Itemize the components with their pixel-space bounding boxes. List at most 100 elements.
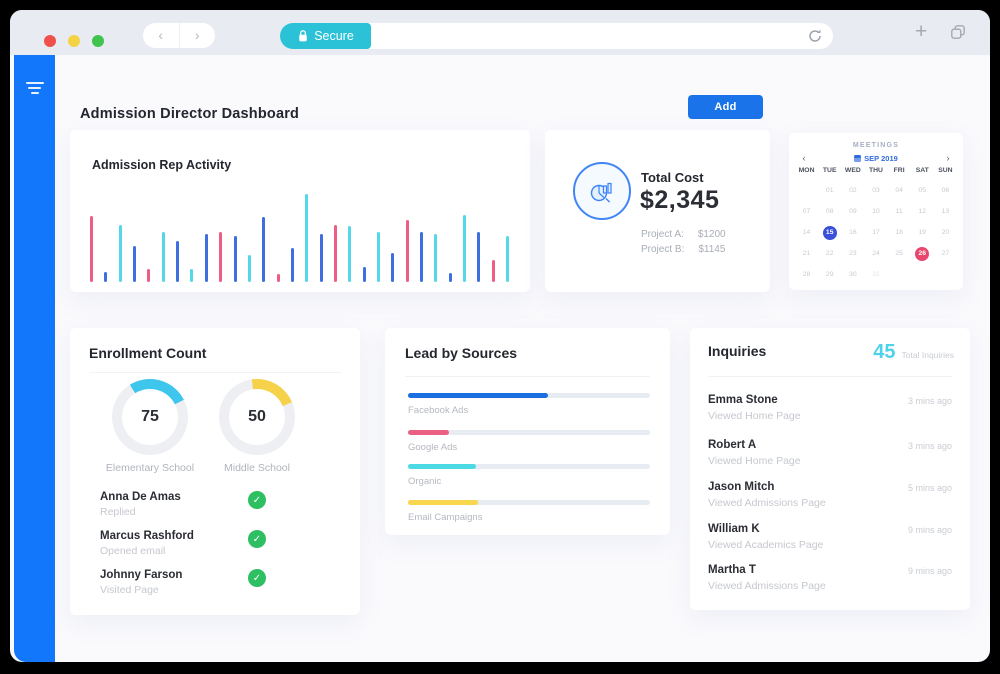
inquiry-name: Martha T [708, 564, 756, 576]
calendar-date[interactable]: 26 [915, 246, 930, 261]
calendar-date[interactable]: 17 [872, 229, 880, 236]
lead-source-row: Facebook Ads [408, 393, 650, 416]
calendar-date[interactable]: 07 [802, 208, 811, 215]
sidebar [14, 55, 55, 662]
lead-source-track [408, 464, 650, 469]
calendar-date[interactable]: 22 [825, 250, 834, 257]
donut-value: 75 [141, 408, 159, 425]
calendar-weekday: TUE [822, 167, 837, 174]
calendar-date[interactable]: 08 [825, 208, 834, 215]
url-bar[interactable]: Secure [280, 23, 833, 49]
inquiry-time: 9 mins ago [907, 566, 952, 576]
lead-source-track [408, 430, 650, 435]
inquiry-action: Viewed Academics Page [708, 539, 824, 551]
add-button[interactable]: Add [688, 95, 763, 119]
person-name: Marcus Rashford [100, 530, 194, 542]
calendar-weekday: WED [844, 167, 861, 174]
calendar-date[interactable]: 28 [802, 271, 811, 278]
person-name: Johnny Farson [100, 569, 183, 581]
calendar-date[interactable]: 13 [941, 208, 950, 215]
close-window-button[interactable] [44, 35, 56, 47]
activity-bar [190, 269, 194, 282]
activity-bar [391, 253, 395, 282]
total-cost-value: $2,345 [640, 186, 720, 214]
calendar-next-button[interactable]: › [946, 153, 950, 163]
admission-rep-activity-card: Admission Rep Activity [70, 130, 530, 292]
activity-card-title: Admission Rep Activity [92, 158, 232, 172]
activity-bar [463, 215, 467, 282]
calendar-date[interactable]: 23 [849, 250, 857, 257]
calendar-date[interactable]: 04 [895, 187, 903, 194]
person-row: Johnny Farson Visited Page ✓ [100, 569, 334, 596]
minimize-window-button[interactable] [68, 35, 80, 47]
calendar-date[interactable]: 09 [849, 208, 857, 215]
calendar-date[interactable] [800, 184, 814, 198]
calendar-date[interactable]: 31 [872, 271, 880, 278]
calendar-date[interactable]: 16 [849, 229, 857, 236]
calendar-date[interactable]: 21 [802, 250, 811, 257]
activity-bar [118, 225, 122, 282]
activity-bar [104, 272, 108, 282]
calendar-date[interactable]: 24 [872, 250, 880, 257]
calendar-date[interactable]: 02 [849, 187, 857, 194]
inquiry-name: Emma Stone [708, 394, 778, 406]
inquiry-time: 3 mins ago [907, 441, 952, 451]
reload-icon[interactable] [807, 28, 823, 44]
calendar-date[interactable]: 19 [918, 229, 927, 236]
calendar-date[interactable]: 29 [825, 271, 834, 278]
calendar-date[interactable] [915, 268, 929, 282]
inquiry-action: Viewed Home Page [708, 455, 801, 467]
activity-bar [362, 267, 366, 282]
calendar-date[interactable]: 12 [918, 208, 927, 215]
lead-sources-title: Lead by Sources [405, 345, 518, 361]
inquiry-action: Viewed Home Page [708, 410, 801, 422]
total-cost-card: Total Cost $2,345 Project A: $1200 Projec… [545, 130, 770, 292]
activity-bar [219, 232, 223, 282]
calendar-date[interactable]: 20 [941, 229, 950, 236]
new-tab-button[interactable]: + [915, 20, 928, 43]
activity-bar [233, 236, 237, 282]
calendar-date[interactable]: 25 [895, 250, 903, 257]
inquiries-card: Inquiries 45 Total Inquiries Emma Stone V… [690, 328, 970, 610]
activity-bar [262, 217, 266, 282]
calendar-date[interactable]: 18 [895, 229, 903, 236]
project-a-value: $1200 [697, 229, 726, 240]
calendar-date[interactable]: 30 [849, 271, 857, 278]
nav-buttons: ‹ › [143, 23, 215, 48]
calendar-date[interactable]: 01 [825, 187, 834, 194]
calendar-date[interactable]: 14 [802, 229, 811, 236]
forward-button[interactable]: › [194, 27, 200, 43]
person-status: Opened email [100, 545, 166, 557]
calendar-date[interactable]: 05 [918, 187, 927, 194]
menu-icon[interactable] [14, 82, 55, 97]
activity-bar [333, 225, 337, 282]
calendar-date[interactable]: 11 [895, 208, 903, 215]
calendar-date[interactable]: 15 [822, 225, 837, 240]
lead-source-fill [408, 464, 476, 469]
calendar-date[interactable] [938, 268, 952, 282]
calendar-prev-button[interactable]: ‹ [802, 153, 806, 163]
cost-analytics-icon [573, 162, 631, 220]
lead-source-row: Email Campaigns [408, 500, 650, 523]
calendar-month: SEP 2019 [789, 154, 963, 163]
calendar-date[interactable]: 10 [872, 208, 880, 215]
lead-source-label: Email Campaigns [408, 512, 483, 523]
activity-bar [305, 194, 309, 282]
donut-label: Middle School [224, 462, 290, 474]
calendar-date[interactable]: 06 [941, 187, 950, 194]
secure-label: Secure [314, 29, 354, 43]
calendar-date[interactable] [892, 268, 906, 282]
check-icon: ✓ [248, 491, 266, 509]
inquiries-title: Inquiries [708, 343, 767, 359]
calendar-weekday: SAT [915, 167, 929, 174]
project-b-label: Project B: [641, 244, 685, 255]
tab-overview-icon[interactable] [950, 24, 966, 40]
activity-bar [491, 260, 495, 282]
calendar-date[interactable]: 03 [872, 187, 880, 194]
zoom-window-button[interactable] [92, 35, 104, 47]
activity-bar [434, 234, 438, 282]
calendar-date[interactable]: 27 [941, 250, 950, 257]
back-button[interactable]: ‹ [143, 23, 180, 48]
lead-source-fill [408, 393, 549, 398]
inquiry-action: Viewed Admissions Page [708, 580, 826, 592]
